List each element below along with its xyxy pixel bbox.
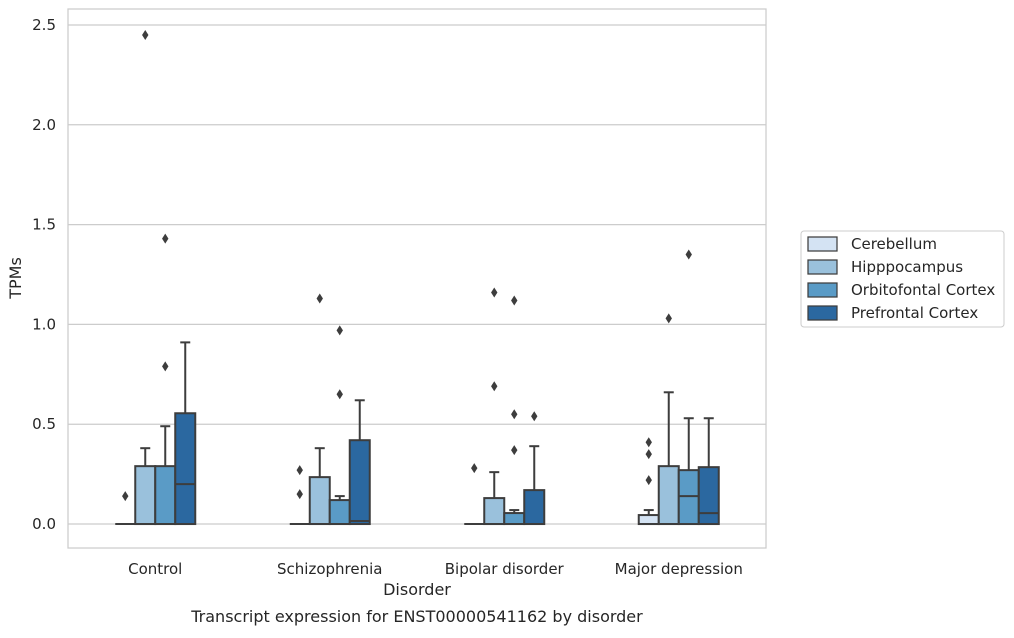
legend-label: Prefrontal Cortex [851, 304, 978, 322]
chart-caption: Transcript expression for ENST0000054116… [190, 607, 643, 626]
legend-swatch [807, 282, 838, 298]
outlier-point [491, 381, 498, 392]
outlier-point [162, 233, 169, 244]
x-tick-label: Control [128, 560, 182, 578]
outlier-point [142, 29, 149, 40]
box-group [677, 249, 700, 526]
box-body [483, 497, 506, 526]
box-layer [115, 29, 720, 526]
box-group [154, 233, 177, 526]
y-tick-label: 0.0 [32, 515, 56, 533]
box-group [483, 287, 506, 526]
outlier-point [336, 389, 343, 400]
outlier-point [645, 437, 652, 448]
box-body [503, 512, 526, 526]
outlier-point [162, 361, 169, 372]
legend-frame [800, 230, 1005, 328]
box-group [657, 313, 680, 526]
box-group [308, 293, 331, 526]
box-body [697, 466, 720, 526]
outlier-point [316, 293, 323, 304]
x-axis-label: Disorder [383, 580, 451, 599]
outlier-point [296, 465, 303, 476]
outlier-point [531, 411, 538, 422]
y-tick-label: 0.5 [32, 415, 56, 433]
outlier-point [665, 313, 672, 324]
outlier-point [511, 409, 518, 420]
outlier-point [511, 295, 518, 306]
box-body [657, 465, 680, 526]
y-tick-label: 1.0 [32, 315, 56, 333]
legend-label: Hipppocampus [851, 258, 963, 276]
outlier-point [645, 475, 652, 486]
x-tick-label: Schizophrenia [277, 560, 382, 578]
box-group [174, 341, 197, 526]
outlier-point [296, 489, 303, 500]
legend-swatch [807, 259, 838, 275]
box-group [289, 465, 310, 526]
outlier-point [685, 249, 692, 260]
legend-swatch [807, 236, 838, 252]
grid-layer [68, 24, 766, 525]
legend-label: Orbitofontal Cortex [851, 281, 995, 299]
outlier-point [491, 287, 498, 298]
axis-layer: 0.0 0.5 1.0 1.5 2.0 2.5 Control Schizophrenia Bi… [32, 16, 743, 578]
box-body [348, 439, 371, 526]
box-body [637, 514, 660, 526]
box-group [328, 325, 351, 526]
box-body [154, 465, 177, 526]
x-tick-label: Major depression [615, 560, 743, 578]
box-group [697, 417, 720, 526]
outlier-point [336, 325, 343, 336]
box-group [464, 463, 485, 526]
box-group [523, 411, 546, 526]
y-tick-label: 1.5 [32, 216, 56, 234]
box-body [308, 476, 331, 526]
box-body [328, 499, 351, 526]
outlier-point [645, 449, 652, 460]
box-body [174, 412, 197, 526]
y-tick-label: 2.5 [32, 16, 56, 34]
legend: Cerebellum Hipppocampus Orbitofontal Corte… [800, 230, 1005, 328]
box-group [348, 399, 371, 526]
y-tick-label: 2.0 [32, 116, 56, 134]
box-group [115, 491, 136, 526]
box-body [134, 465, 157, 526]
outlier-point [122, 491, 129, 502]
y-axis-label: TPMs [6, 257, 25, 300]
plot-frame [67, 8, 767, 549]
legend-label: Cerebellum [851, 235, 937, 253]
legend-swatch [807, 305, 838, 321]
box-group [134, 29, 157, 526]
box-body [523, 489, 546, 526]
outlier-point [511, 445, 518, 456]
outlier-point [471, 463, 478, 474]
box-group [503, 295, 526, 526]
box-group [637, 437, 660, 526]
x-tick-label: Bipolar disorder [445, 560, 565, 578]
